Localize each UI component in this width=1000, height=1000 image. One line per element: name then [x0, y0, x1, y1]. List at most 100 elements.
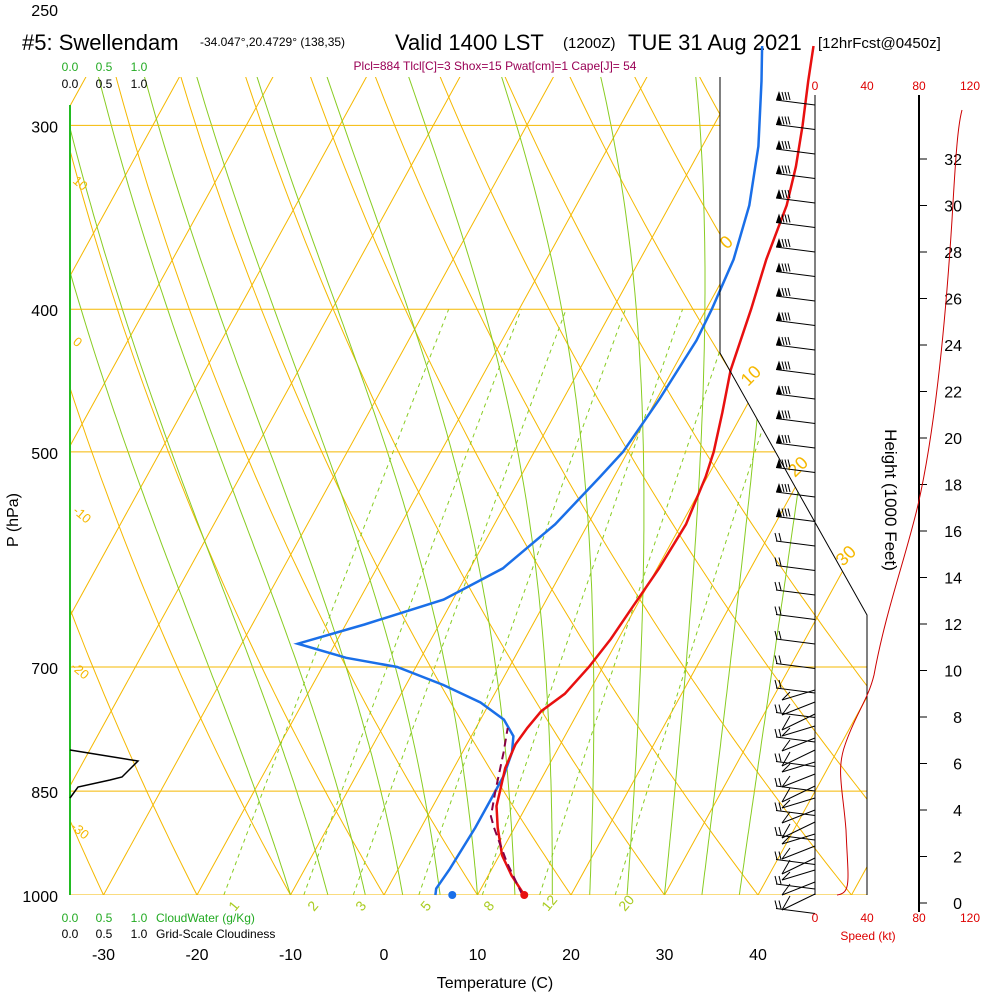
wind-barb — [775, 360, 816, 375]
wind-barb-feather — [781, 214, 785, 223]
dry-adiabat-label: -30 — [68, 819, 92, 843]
skew-t-grid — [70, 77, 867, 895]
wind-barb-feather — [784, 189, 788, 199]
wind-barb-shaft — [775, 197, 816, 204]
speed-tick-bottom: 0 — [812, 911, 819, 925]
pressure-tick-label: 850 — [31, 785, 58, 802]
wind-barb-feather — [774, 630, 778, 640]
wind-barb-feather — [781, 871, 791, 881]
dry-adiabat-line — [215, 77, 665, 895]
wind-barb-feather — [778, 875, 782, 885]
wind-barb-flag — [776, 434, 782, 443]
wind-barb-flag — [776, 213, 782, 223]
speed-tick-bottom: 80 — [912, 911, 926, 925]
isotherm-line — [664, 77, 867, 895]
wind-barb-shaft — [775, 246, 816, 253]
wind-barb-shaft — [781, 809, 816, 824]
wind-barbs — [774, 91, 816, 914]
wind-barb-feather — [774, 826, 778, 836]
wind-barb-feather — [774, 557, 778, 566]
wind-barb-flag — [776, 507, 782, 517]
x-axis-label: Temperature (C) — [437, 975, 553, 992]
wind-barb-flag — [776, 385, 782, 394]
height-tick-label: 26 — [944, 292, 962, 309]
wind-barb-shaft — [781, 785, 816, 803]
wind-barb-flag — [776, 360, 782, 370]
wind-barb-low — [781, 845, 816, 860]
wind-barb — [774, 728, 816, 743]
wind-barb-flag — [776, 189, 782, 198]
cloudiness-tick-top: 0.0 — [62, 77, 79, 91]
wind-barb-shaft — [781, 761, 816, 773]
wind-barb-shaft — [775, 295, 816, 302]
wind-barb — [775, 115, 816, 130]
mixing-ratio-label: 3 — [352, 898, 369, 914]
height-tick-label: 28 — [944, 245, 962, 262]
dry-adiabat-label: -10 — [70, 503, 94, 527]
wind-barb-shaft — [781, 833, 816, 845]
cloudiness-tick-bottom: 0.5 — [96, 927, 113, 941]
wind-barb-low — [781, 725, 816, 737]
wind-barb-shaft — [781, 749, 816, 767]
wind-barb-shaft — [775, 565, 816, 571]
moist-adiabat-line — [576, 77, 645, 895]
wind-barb-feather — [781, 287, 785, 297]
wind-barb-feather — [787, 434, 791, 444]
wind-barb-shaft — [775, 810, 816, 816]
cloudwater-tick-top: 0.0 — [62, 60, 79, 74]
wind-barb-low — [781, 797, 816, 809]
wind-barb-feather — [778, 753, 782, 762]
height-axis-label: Height (1000 Feet) — [881, 429, 900, 571]
wind-barb-shaft — [781, 893, 816, 911]
wind-barb-feather — [787, 361, 791, 370]
wind-barb-low — [781, 701, 816, 716]
wind-barb — [775, 91, 816, 106]
height-tick-label: 18 — [944, 478, 962, 495]
height-tick-label: 14 — [944, 571, 962, 588]
wind-barb-feather — [774, 679, 778, 689]
height-tick-label: 8 — [953, 710, 962, 727]
wind-barb-feather — [784, 116, 788, 125]
height-tick-label: 16 — [944, 524, 962, 541]
cloudwater-tick-top: 1.0 — [131, 60, 148, 74]
wind-barb-feather — [774, 655, 778, 664]
isotherm-line — [757, 77, 867, 895]
wind-barb-feather — [784, 361, 788, 370]
wind-barb — [775, 213, 816, 228]
wind-barb-low — [781, 881, 816, 896]
wind-barb-feather — [781, 751, 791, 767]
wind-barb — [774, 581, 816, 596]
moist-adiabat-line — [227, 77, 478, 895]
temperature-tick-label: -30 — [92, 947, 115, 964]
forecast-run: [12hrFcst@0450z] — [818, 35, 941, 52]
wind-barb-feather — [781, 823, 791, 839]
wind-barb-shaft — [775, 173, 816, 179]
temperature-tick-label: -20 — [185, 947, 208, 964]
wind-barb-feather — [774, 802, 778, 811]
mixing-ratio-line — [352, 309, 567, 895]
forecast-date: TUE 31 Aug 2021 — [628, 30, 802, 55]
height-tick-label: 22 — [944, 385, 962, 402]
wind-barb-feather — [781, 775, 791, 788]
wind-barb-feather — [781, 883, 791, 896]
cloudiness-tick-top: 1.0 — [131, 77, 148, 91]
wind-barb-feather — [774, 532, 778, 542]
wind-barb — [775, 262, 816, 277]
wind-barb-feather — [778, 802, 782, 811]
wind-barb-flag — [776, 164, 782, 174]
cloudwater-label: CloudWater (g/Kg) — [156, 911, 255, 925]
wind-barb-feather — [778, 630, 782, 640]
valid-time: Valid 1400 LST — [395, 30, 544, 55]
moist-adiabat-line — [75, 77, 366, 895]
wind-barb — [775, 164, 816, 179]
plot-boundary — [719, 77, 868, 895]
wind-barb — [775, 238, 816, 253]
wind-barb-shaft — [775, 761, 816, 767]
wind-barb-feather — [787, 312, 791, 321]
mixing-ratio-label: 5 — [417, 898, 434, 914]
height-tick-label: 0 — [953, 896, 962, 913]
wind-barb-flag — [776, 287, 782, 296]
wind-barb-feather — [781, 410, 785, 419]
dry-adiabat-line — [70, 77, 385, 895]
wind-barb-shaft — [781, 857, 816, 875]
